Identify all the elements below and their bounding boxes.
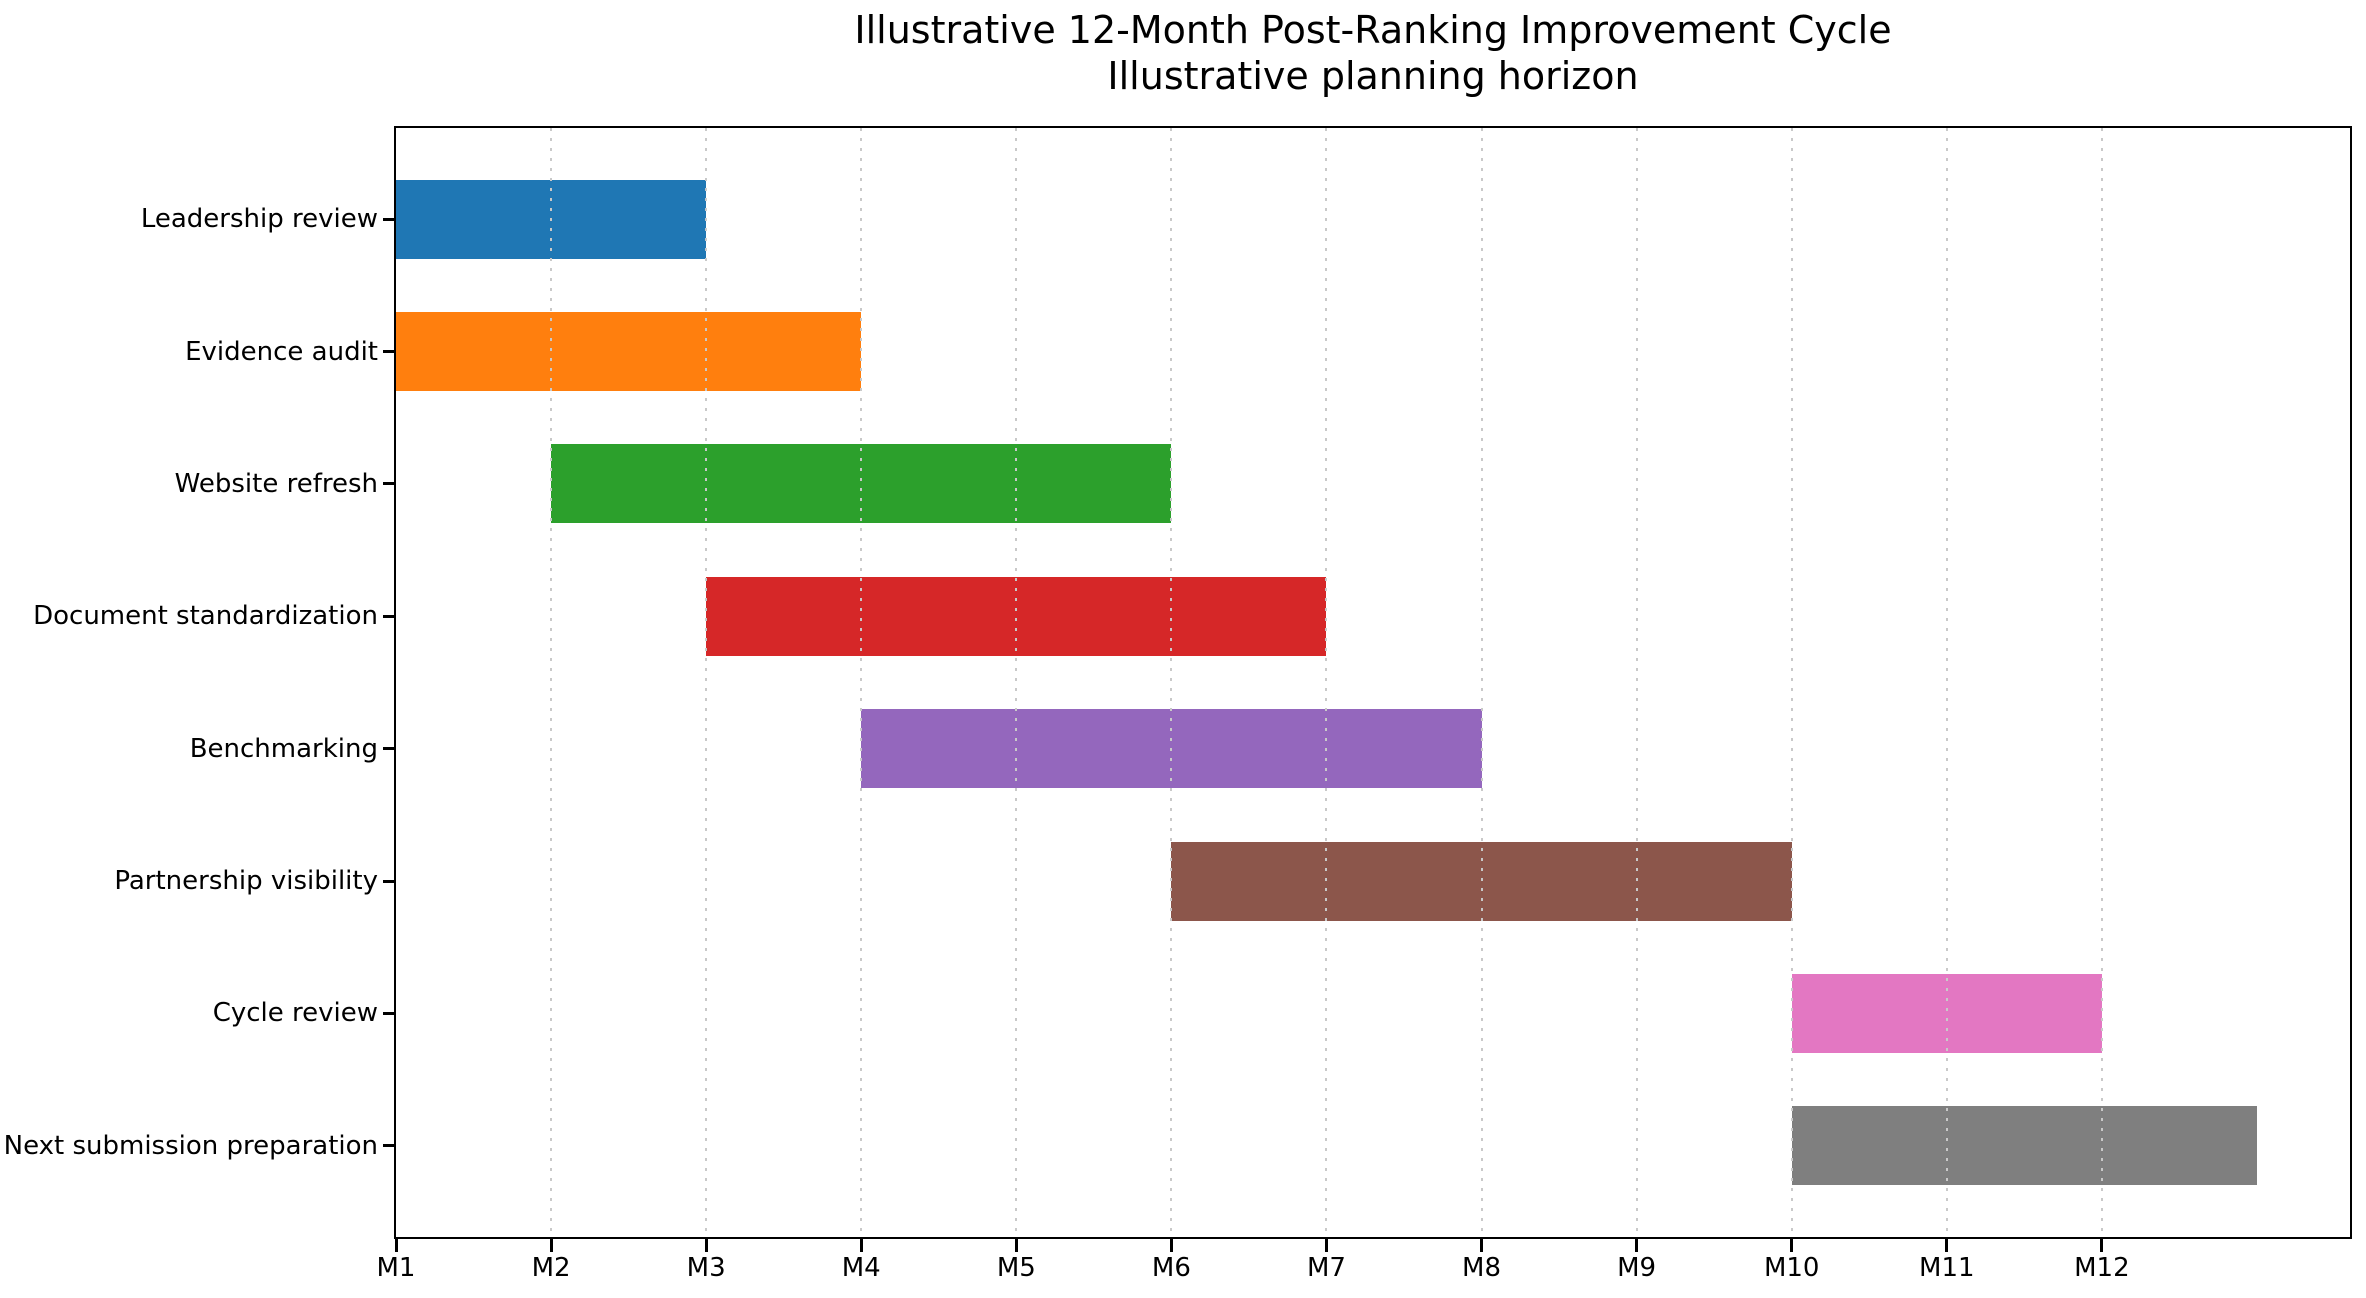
- gridline-m9: [1635, 128, 1638, 1237]
- x-tick-m5: [1014, 1239, 1018, 1252]
- y-tick-evidence-audit: [383, 350, 396, 354]
- x-tick-m2: [549, 1239, 553, 1252]
- y-tick-next-submission-preparation: [383, 1144, 396, 1148]
- x-tick-m7: [1324, 1239, 1328, 1252]
- y-task-label-leadership-review: Leadership review: [140, 204, 378, 235]
- plot-area: [393, 125, 2352, 1239]
- y-task-label-cycle-review: Cycle review: [212, 998, 378, 1029]
- gridline-m8: [1480, 128, 1483, 1237]
- y-task-label-document-standardization: Document standardization: [33, 601, 378, 632]
- y-tick-partnership-visibility: [383, 879, 396, 883]
- plot-border: [393, 125, 2352, 1239]
- gridline-m12: [2100, 128, 2103, 1237]
- gridline-m5: [1015, 128, 1018, 1237]
- gridline-m3: [705, 128, 708, 1237]
- x-tick-label-m4: M4: [841, 1253, 881, 1283]
- x-tick-m11: [1945, 1239, 1949, 1252]
- x-tick-m6: [1169, 1239, 1173, 1252]
- x-tick-label-m3: M3: [686, 1253, 726, 1283]
- y-tick-benchmarking: [383, 747, 396, 751]
- y-task-label-partnership-visibility: Partnership visibility: [114, 866, 378, 896]
- x-tick-m10: [1790, 1239, 1794, 1252]
- x-tick-label-m11: M11: [1919, 1253, 1975, 1283]
- y-task-label-benchmarking: Benchmarking: [189, 733, 378, 764]
- gridline-m7: [1325, 128, 1328, 1237]
- y-tick-document-standardization: [383, 614, 396, 618]
- gridline-m6: [1170, 128, 1173, 1237]
- chart-title: Illustrative 12-Month Post-Ranking Impro…: [854, 8, 1892, 52]
- x-tick-m9: [1635, 1239, 1639, 1252]
- x-tick-m8: [1480, 1239, 1484, 1252]
- x-tick-m3: [704, 1239, 708, 1252]
- gridline-m2: [550, 128, 553, 1237]
- x-tick-label-m6: M6: [1151, 1253, 1191, 1283]
- y-tick-website-refresh: [383, 482, 396, 486]
- x-tick-label-m2: M2: [531, 1253, 571, 1283]
- x-tick-label-m5: M5: [996, 1253, 1036, 1283]
- gantt-bar-evidence-audit: [396, 312, 862, 392]
- gantt-bar-next-submission-preparation: [1791, 1106, 2257, 1186]
- x-tick-label-m9: M9: [1617, 1253, 1657, 1283]
- x-tick-label-m7: M7: [1306, 1253, 1346, 1283]
- chart-subtitle: Illustrative planning horizon: [1107, 54, 1639, 98]
- x-tick-label-m12: M12: [2074, 1253, 2130, 1283]
- x-tick-m12: [2100, 1239, 2104, 1252]
- x-tick-label-m10: M10: [1763, 1253, 1820, 1283]
- x-tick-m4: [859, 1239, 863, 1252]
- y-task-label-next-submission-preparation: Next submission preparation: [3, 1130, 378, 1161]
- gridline-m11: [1945, 128, 1948, 1237]
- gridline-m10: [1790, 128, 1793, 1237]
- y-tick-cycle-review: [383, 1011, 396, 1015]
- y-task-label-website-refresh: Website refresh: [174, 468, 378, 499]
- x-tick-label-m1: M1: [376, 1253, 416, 1283]
- x-tick-m1: [394, 1239, 398, 1252]
- y-tick-leadership-review: [383, 217, 396, 221]
- x-tick-label-m8: M8: [1462, 1253, 1502, 1283]
- gridline-m4: [860, 128, 863, 1237]
- y-task-label-evidence-audit: Evidence audit: [185, 336, 378, 367]
